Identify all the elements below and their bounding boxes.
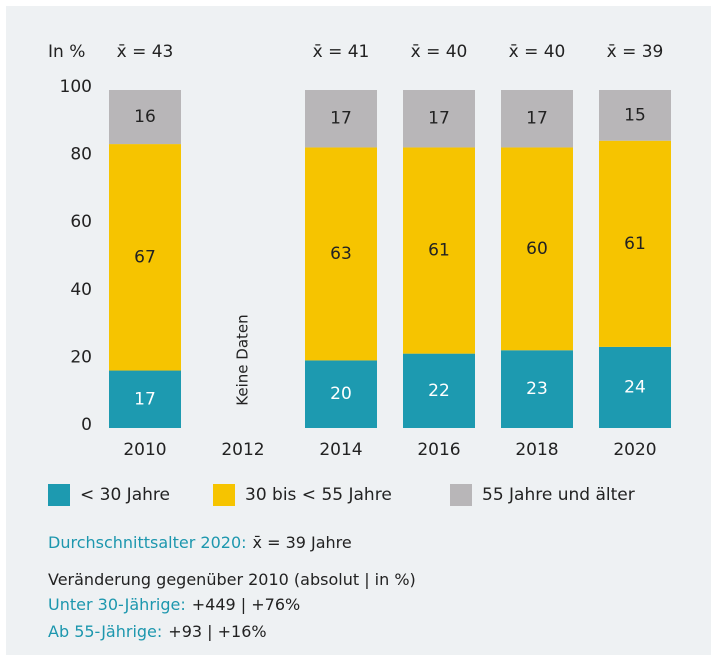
- note: Unter 30-Jährige: +449 | +76%: [48, 595, 300, 614]
- legend-swatch: [48, 484, 70, 506]
- note-value: +449 | +76%: [192, 595, 300, 614]
- legend-label: 30 bis < 55 Jahre: [245, 485, 392, 505]
- bar-segment: [403, 90, 475, 148]
- data-label: 17: [526, 109, 548, 129]
- note-label: Durchschnittsalter 2020:: [48, 533, 247, 552]
- data-label: 15: [624, 105, 646, 125]
- y-tick-label: 80: [70, 145, 92, 165]
- bar-segment: [403, 353, 475, 428]
- data-label: 24: [624, 377, 646, 397]
- note-label: Veränderung gegenüber 2010 (absolut | in…: [48, 570, 416, 589]
- legend-label: 55 Jahre und älter: [482, 485, 635, 505]
- data-label: 16: [134, 107, 156, 127]
- data-label: 17: [134, 389, 156, 409]
- data-label: 17: [330, 109, 352, 129]
- bar-segment: [501, 147, 573, 351]
- bar-segment: [501, 90, 573, 148]
- legend-swatch: [450, 484, 472, 506]
- y-tick-label: 60: [70, 212, 92, 232]
- note-label: Unter 30-Jährige:: [48, 595, 186, 614]
- x-tick-label: 2018: [515, 440, 558, 460]
- data-label: 67: [134, 247, 156, 267]
- bar-segment: [109, 370, 181, 428]
- bar-segment: [403, 147, 475, 354]
- data-label: 61: [428, 241, 450, 261]
- legend-label: < 30 Jahre: [80, 485, 170, 505]
- x-tick-label: 2016: [417, 440, 460, 460]
- bar-segment: [109, 90, 181, 145]
- bar-segment: [305, 90, 377, 148]
- x-tick-label: 2020: [613, 440, 656, 460]
- bar-segment: [599, 90, 671, 141]
- bar-segment: [305, 360, 377, 428]
- note-value: +93 | +16%: [168, 622, 266, 641]
- data-label: 60: [526, 239, 548, 259]
- annotation: Keine Daten: [234, 314, 252, 405]
- y-tick-label: 20: [70, 347, 92, 367]
- y-tick-label: 100: [60, 77, 92, 97]
- note: Veränderung gegenüber 2010 (absolut | in…: [48, 570, 416, 589]
- x-tick-label: 2012: [221, 440, 264, 460]
- note-label: Ab 55-Jährige:: [48, 622, 162, 641]
- data-label: 20: [330, 384, 352, 404]
- data-label: 61: [624, 234, 646, 254]
- bar-segment: [501, 350, 573, 428]
- data-label: 23: [526, 379, 548, 399]
- mean-label: x̄ = 40: [509, 42, 566, 62]
- y-unit-label: In %: [48, 42, 85, 62]
- legend-swatch: [213, 484, 235, 506]
- bar-segment: [599, 346, 671, 428]
- note: Ab 55-Jährige: +93 | +16%: [48, 622, 267, 641]
- mean-label: x̄ = 41: [313, 42, 370, 62]
- bar-segment: [109, 144, 181, 371]
- mean-label: x̄ = 39: [607, 42, 664, 62]
- bar-segment: [599, 140, 671, 347]
- data-label: 17: [428, 109, 450, 129]
- x-tick-label: 2010: [123, 440, 166, 460]
- x-tick-label: 2014: [319, 440, 362, 460]
- note: Durchschnittsalter 2020: x̄ = 39 Jahre: [48, 533, 352, 552]
- mean-label: x̄ = 43: [117, 42, 174, 62]
- y-tick-label: 40: [70, 280, 92, 300]
- data-label: 22: [428, 381, 450, 401]
- mean-label: x̄ = 40: [411, 42, 468, 62]
- note-value: x̄ = 39 Jahre: [253, 533, 352, 552]
- bar-segment: [305, 147, 377, 361]
- data-label: 63: [330, 244, 352, 264]
- y-tick-label: 0: [81, 415, 92, 435]
